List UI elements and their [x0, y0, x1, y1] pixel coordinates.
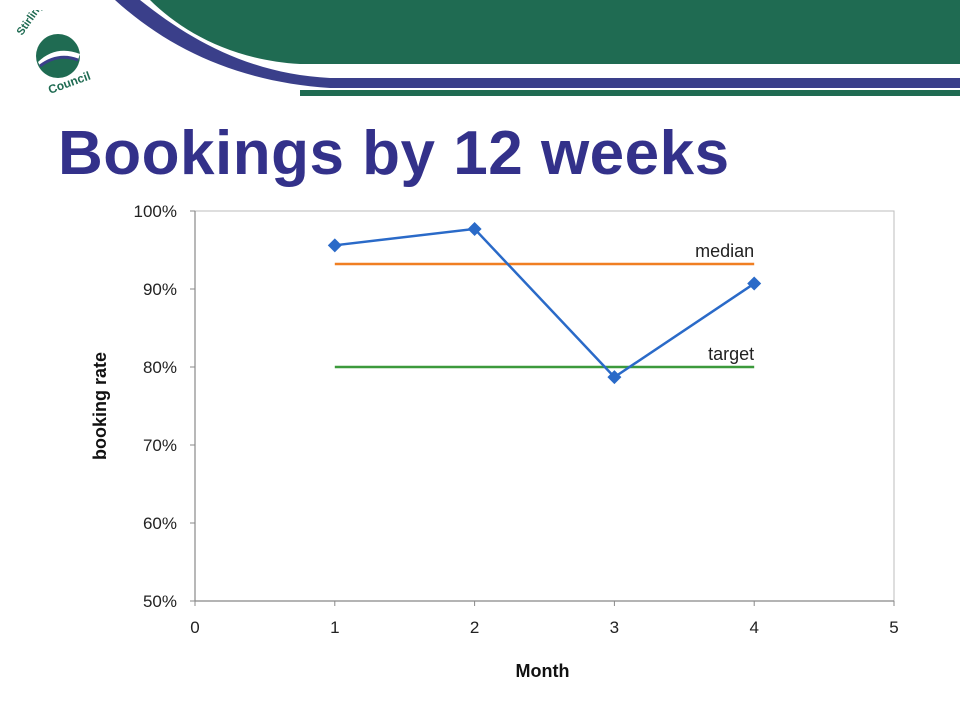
median-label: median — [695, 241, 754, 261]
y-tick-label: 50% — [143, 592, 177, 611]
data-point-marker — [747, 276, 762, 291]
header-green-band — [150, 0, 960, 64]
x-tick-label: 2 — [470, 618, 479, 637]
y-tick-label: 90% — [143, 280, 177, 299]
x-tick-label: 3 — [610, 618, 619, 637]
x-tick-label: 0 — [190, 618, 199, 637]
header-purple-swoosh — [115, 0, 960, 88]
data-point-marker — [327, 238, 342, 253]
x-tick-label: 1 — [330, 618, 339, 637]
header-green-stripe — [300, 90, 960, 96]
data-point-marker — [467, 221, 482, 236]
x-axis-title: Month — [516, 661, 570, 681]
x-tick-label: 5 — [889, 618, 898, 637]
y-tick-label: 100% — [134, 202, 177, 221]
target-label: target — [708, 344, 754, 364]
stirling-council-logo: Stirling Council — [15, 10, 93, 97]
plot-area-border — [194, 210, 895, 602]
y-axis-title: booking rate — [90, 352, 110, 460]
series-line — [334, 227, 755, 379]
slide-title: Bookings by 12 weeks — [58, 119, 730, 188]
data-point-marker — [607, 370, 622, 385]
y-tick-label: 70% — [143, 436, 177, 455]
logo-swoosh — [38, 50, 80, 66]
y-tick-label: 80% — [143, 358, 177, 377]
y-tick-label: 60% — [143, 514, 177, 533]
x-tick-label: 4 — [749, 618, 758, 637]
header-banner — [115, 0, 960, 96]
